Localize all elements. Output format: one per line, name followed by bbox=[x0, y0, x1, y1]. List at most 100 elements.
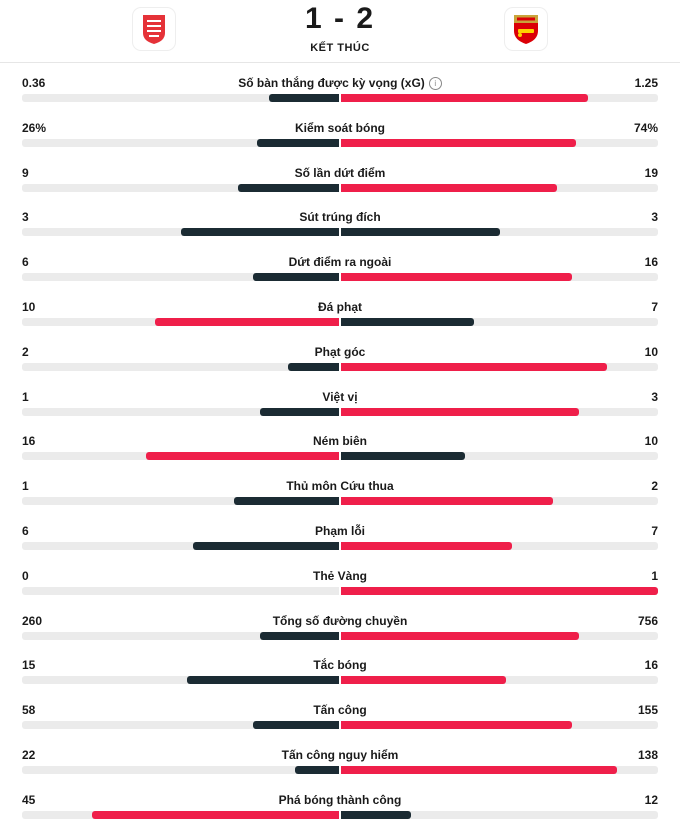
away-stat-bar bbox=[341, 586, 658, 595]
away-stat-bar bbox=[341, 183, 658, 192]
home-stat-value: 58 bbox=[22, 703, 36, 718]
away-stat-value: 7 bbox=[651, 523, 658, 538]
stat-row: 0 Thẻ Vàng 1 bbox=[0, 559, 680, 604]
away-stat-value: 74% bbox=[633, 120, 658, 135]
stat-label: Phạt góc bbox=[140, 345, 540, 359]
away-stat-value: 1.25 bbox=[634, 76, 658, 90]
home-stat-bar bbox=[22, 94, 339, 102]
stat-label-text: Thủ môn Cứu thua bbox=[286, 479, 394, 494]
away-stat-bar bbox=[341, 631, 658, 640]
home-stat-bar-fill bbox=[155, 317, 339, 326]
home-stat-value: 16 bbox=[22, 434, 36, 449]
away-stat-bar-fill bbox=[341, 362, 608, 371]
away-stat-bar bbox=[341, 228, 658, 237]
away-stat-value: 7 bbox=[651, 299, 658, 314]
home-stat-bar-fill bbox=[253, 721, 339, 730]
away-stat-bar-fill bbox=[341, 586, 658, 595]
home-stat-bar bbox=[22, 407, 339, 416]
stats-list: 0.36 Số bàn thắng được kỳ vọng (xG) i 1.25 2… bbox=[0, 66, 680, 828]
home-stat-bar bbox=[22, 138, 339, 147]
stat-row: 9 Số lần dứt điểm 19 bbox=[0, 156, 680, 201]
stat-row: 2 Phạt góc 10 bbox=[0, 335, 680, 380]
home-stat-value: 1 bbox=[22, 389, 29, 404]
info-icon[interactable]: i bbox=[428, 77, 442, 90]
nottingham-forest-crest-icon bbox=[143, 15, 165, 44]
away-stat-value: 3 bbox=[651, 389, 658, 404]
away-stat-value: 3 bbox=[651, 210, 658, 225]
away-stat-bar bbox=[341, 541, 658, 550]
away-stat-bar bbox=[341, 676, 658, 685]
stat-label-text: Phạm lỗi bbox=[314, 523, 365, 538]
away-team-logo[interactable] bbox=[505, 8, 547, 50]
stat-label: Phá bóng thành công bbox=[140, 793, 540, 807]
away-stat-bar bbox=[341, 317, 658, 326]
home-stat-bar-fill bbox=[237, 183, 339, 192]
stat-row: 1 Thủ môn Cứu thua 2 bbox=[0, 469, 680, 514]
home-stat-bar-fill bbox=[91, 810, 339, 819]
stat-label: Đá phạt bbox=[140, 300, 540, 314]
away-stat-bar-fill bbox=[341, 183, 557, 192]
home-stat-value: 0.36 bbox=[22, 76, 46, 90]
away-stat-value: 19 bbox=[644, 165, 658, 180]
home-stat-bar-fill bbox=[186, 676, 339, 685]
stat-label-text: Thẻ Vàng bbox=[312, 568, 367, 583]
away-stat-bar-fill bbox=[341, 676, 506, 685]
match-header: 1 - 2 KẾT THÚC bbox=[0, 0, 680, 63]
away-stat-bar-fill bbox=[341, 317, 475, 326]
home-stat-bar-fill bbox=[294, 765, 339, 774]
stat-label-text: Tổng số đường chuyền bbox=[272, 613, 408, 628]
home-stat-bar-fill bbox=[259, 407, 339, 416]
home-team-logo[interactable] bbox=[133, 8, 175, 50]
home-stat-bar-fill bbox=[234, 497, 339, 506]
stat-label-text: Tấn công nguy hiểm bbox=[281, 747, 399, 762]
away-stat-value: 10 bbox=[644, 434, 658, 449]
home-stat-bar-fill bbox=[269, 94, 339, 102]
away-stat-bar-fill bbox=[341, 631, 579, 640]
home-stat-value: 10 bbox=[22, 299, 36, 314]
home-stat-bar bbox=[22, 541, 339, 550]
home-stat-value: 26% bbox=[22, 120, 47, 135]
stat-row: 26% Kiểm soát bóng 74% bbox=[0, 111, 680, 156]
home-stat-bar-fill bbox=[145, 452, 339, 461]
home-stat-value: 1 bbox=[22, 479, 29, 494]
stat-label-text: Dứt điểm ra ngoài bbox=[288, 255, 392, 270]
stat-label: Dứt điểm ra ngoài bbox=[140, 255, 540, 269]
home-stat-bar bbox=[22, 586, 339, 595]
stat-row: 58 Tấn công 155 bbox=[0, 693, 680, 738]
away-stat-bar-fill bbox=[341, 810, 411, 819]
stat-label: Thủ môn Cứu thua bbox=[140, 479, 540, 493]
home-stat-value: 9 bbox=[22, 165, 29, 180]
away-stat-value: 1 bbox=[651, 568, 658, 583]
away-stat-bar bbox=[341, 273, 658, 282]
away-stat-bar-fill bbox=[341, 138, 576, 147]
stat-label-text: Sút trúng đích bbox=[299, 210, 381, 225]
match-status: KẾT THÚC bbox=[310, 42, 370, 54]
home-stat-value: 2 bbox=[22, 344, 29, 359]
away-stat-bar bbox=[341, 138, 658, 147]
home-stat-value: 22 bbox=[22, 747, 36, 762]
stat-label: Thẻ Vàng bbox=[140, 569, 540, 583]
arsenal-crest-icon bbox=[514, 15, 538, 44]
home-stat-value: 45 bbox=[22, 792, 36, 807]
away-stat-bar bbox=[341, 810, 658, 819]
home-stat-bar bbox=[22, 721, 339, 730]
away-stat-bar bbox=[341, 407, 658, 416]
home-stat-bar bbox=[22, 228, 339, 237]
stat-label: Kiểm soát bóng bbox=[140, 121, 540, 135]
stat-label: Phạm lỗi bbox=[140, 524, 540, 538]
home-stat-bar bbox=[22, 810, 339, 819]
stat-label: Tấn công nguy hiểm bbox=[140, 748, 540, 762]
stat-label: Tổng số đường chuyền bbox=[140, 614, 540, 628]
stat-label: Ném biên bbox=[140, 434, 540, 448]
stat-label: Tắc bóng bbox=[140, 658, 540, 672]
stat-label-text: Đá phạt bbox=[317, 299, 362, 314]
stat-label-text: Số bàn thắng được kỳ vọng (xG) bbox=[238, 76, 425, 90]
stat-row: 16 Ném biên 10 bbox=[0, 424, 680, 469]
stat-label: Tấn công bbox=[140, 703, 540, 717]
stat-row: 45 Phá bóng thành công 12 bbox=[0, 783, 680, 828]
stat-label-text: Việt vị bbox=[322, 389, 358, 404]
away-stat-bar-fill bbox=[341, 765, 617, 774]
stat-row: 10 Đá phạt 7 bbox=[0, 290, 680, 335]
stat-row: 6 Dứt điểm ra ngoài 16 bbox=[0, 245, 680, 290]
home-stat-bar-fill bbox=[193, 541, 339, 550]
